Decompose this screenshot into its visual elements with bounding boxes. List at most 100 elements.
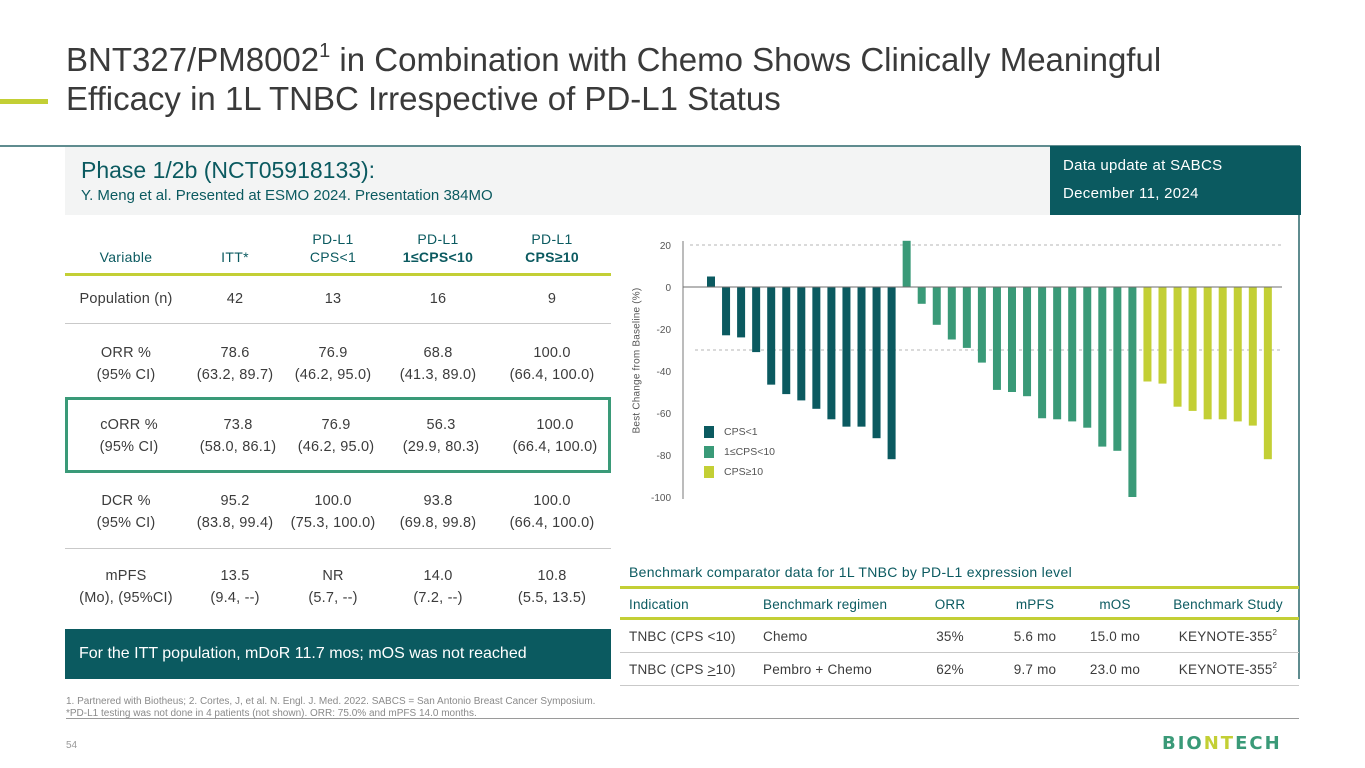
footer-divider <box>66 718 1299 719</box>
bar <box>932 287 941 325</box>
cell-value: NR (5.7, --) <box>308 568 358 606</box>
cell-value: 9 <box>547 291 557 307</box>
header-mos: mOS <box>1099 597 1131 612</box>
bar <box>902 240 911 287</box>
cell-value: 68.8 (41.3, 89.0) <box>399 345 477 383</box>
y-tick-label: 0 <box>665 283 671 294</box>
cell-indication: TNBC (CPS >10) <box>629 662 736 677</box>
cell-regimen: Chemo <box>763 629 808 644</box>
legend-label: 1≤CPS<10 <box>724 446 775 458</box>
cell-value: 10.8 (5.5, 13.5) <box>517 568 587 606</box>
bar <box>1098 287 1107 447</box>
footnotes: 1. Partnered with Biotheus; 2. Cortes, J… <box>66 696 595 720</box>
waterfall-chart: Best Change from Baseline (%) 20 0 -20 -40-… <box>620 225 1300 515</box>
bar <box>842 287 851 427</box>
y-tick-label: -40 <box>657 367 672 378</box>
bar <box>917 287 926 304</box>
header-cps-1-10: PD-L1 1≤CPS<10 <box>402 231 474 265</box>
benchmark-row: TNBC (CPS >10) Pembro + Chemo 62% 9.7 mo… <box>620 653 1299 686</box>
bar <box>782 287 791 395</box>
bar <box>1128 287 1137 497</box>
study-citation: Y. Meng et al. Presented at ESMO 2024. P… <box>81 187 493 204</box>
right-divider <box>1298 215 1300 679</box>
table-row-dcr: DCR % (95% CI) 95.2 (83.8, 99.4) 100.0 (75.… <box>65 473 611 549</box>
y-tick-label: 20 <box>660 241 672 252</box>
row-label: cORR % (95% CI) <box>99 417 159 455</box>
legend-label: CPS<1 <box>724 426 758 438</box>
bar <box>767 287 776 385</box>
cell-value: 95.2 (83.8, 99.4) <box>196 493 274 531</box>
y-tick-label: -100 <box>651 493 671 504</box>
header-study: Benchmark Study <box>1173 597 1283 612</box>
cell-indication: TNBC (CPS <10) <box>629 629 736 644</box>
bar <box>1173 287 1182 407</box>
bar <box>1053 287 1062 420</box>
header-indication: Indication <box>629 597 689 612</box>
page-title: BNT327/PM80021 in Combination with Chemo… <box>66 40 1266 118</box>
title-text-line2: Efficacy in 1L TNBC Irrespective of PD-L… <box>66 80 781 117</box>
cell-regimen: Pembro + Chemo <box>763 662 872 677</box>
cell-value: 93.8 (69.8, 99.8) <box>399 493 477 531</box>
data-update-box: Data update at SABCS December 11, 2024 <box>1050 146 1301 215</box>
bar <box>707 276 715 287</box>
cell-value: 73.8 (58.0, 86.1) <box>199 417 277 455</box>
header-orr: ORR <box>934 597 966 612</box>
bar <box>812 287 821 409</box>
data-update-label: Data update at SABCS <box>1063 157 1223 174</box>
header-regimen: Benchmark regimen <box>763 597 888 612</box>
cell-value: 100.0 (66.4, 100.0) <box>509 493 595 531</box>
cell-value: 76.9 (46.2, 95.0) <box>294 345 372 383</box>
cell-mpfs: 9.7 mo <box>1013 662 1057 677</box>
biontech-logo: BIONTECH <box>1162 733 1282 754</box>
bar <box>887 287 896 460</box>
y-tick-label: -20 <box>657 325 672 336</box>
header-variable: Variable <box>99 249 153 265</box>
title-text: in Combination with Chemo Shows Clinical… <box>330 41 1162 78</box>
bar <box>1023 287 1032 397</box>
legend-label: CPS≥10 <box>724 466 763 478</box>
cell-study: KEYNOTE-3552 <box>1178 661 1278 678</box>
table-header: Variable ITT* PD-L1 CPS<1 PD-L1 1≤CPS<10 P… <box>65 226 611 276</box>
legend-swatch <box>704 466 714 478</box>
bar <box>1068 287 1077 422</box>
study-banner: Phase 1/2b (NCT05918133): Y. Meng et al.… <box>65 147 1050 215</box>
benchmark-row: TNBC (CPS <10) Chemo 35% 5.6 mo 15.0 mo … <box>620 620 1299 653</box>
bar <box>977 287 986 363</box>
table-row-population: Population (n) 42 13 16 9 <box>65 276 611 324</box>
footnote-line1: 1. Partnered with Biotheus; 2. Cortes, J… <box>66 696 596 707</box>
bar <box>1188 287 1197 411</box>
header-divider <box>0 145 1300 147</box>
bar <box>827 287 836 420</box>
row-label: mPFS (Mo), (95%CI) <box>79 568 173 606</box>
cell-value: 13.5 (9.4, --) <box>210 568 260 606</box>
cell-value: 100.0 (66.4, 100.0) <box>509 345 595 383</box>
cell-mos: 23.0 mo <box>1089 662 1141 677</box>
waterfall-plot: 20 0 -20 -40 -60 -80 -100 CPS<1 1≤CPS<10 CPS≥10 <box>651 240 1282 504</box>
benchmark-header: Indication Benchmark regimen ORR mPFS mO… <box>620 586 1299 620</box>
row-label: DCR % (95% CI) <box>96 493 156 531</box>
header-itt: ITT* <box>221 249 249 265</box>
table-row-orr: ORR % (95% CI) 78.6 (63.2, 89.7) 76.9 (46.2… <box>65 324 611 397</box>
footnote-line2: *PD-L1 testing was not done in 4 patient… <box>66 708 477 719</box>
row-label: Population (n) <box>79 291 173 307</box>
bar <box>737 287 746 338</box>
cell-value: 16 <box>429 291 447 307</box>
title-accent-bar <box>0 99 48 104</box>
cell-value: 100.0 (66.4, 100.0) <box>512 417 598 455</box>
legend-swatch <box>704 426 714 438</box>
bar <box>1233 287 1242 422</box>
y-tick-label: -60 <box>657 409 672 420</box>
itt-summary-banner: For the ITT population, mDoR 11.7 mos; m… <box>65 629 611 679</box>
bar <box>1038 287 1047 419</box>
benchmark-title: Benchmark comparator data for 1L TNBC by… <box>629 564 1072 580</box>
cell-value: 56.3 (29.9, 80.3) <box>402 417 480 455</box>
cell-value: 13 <box>324 291 342 307</box>
bar <box>1203 287 1212 420</box>
y-tick-label: -80 <box>657 451 672 462</box>
table-row-mpfs: mPFS (Mo), (95%CI) 13.5 (9.4, --) NR (5.7, … <box>65 549 611 624</box>
bar <box>1083 287 1092 428</box>
bar <box>857 287 866 427</box>
cell-value: 14.0 (7.2, --) <box>413 568 463 606</box>
cell-value: 78.6 (63.2, 89.7) <box>196 345 274 383</box>
bar <box>722 287 731 336</box>
